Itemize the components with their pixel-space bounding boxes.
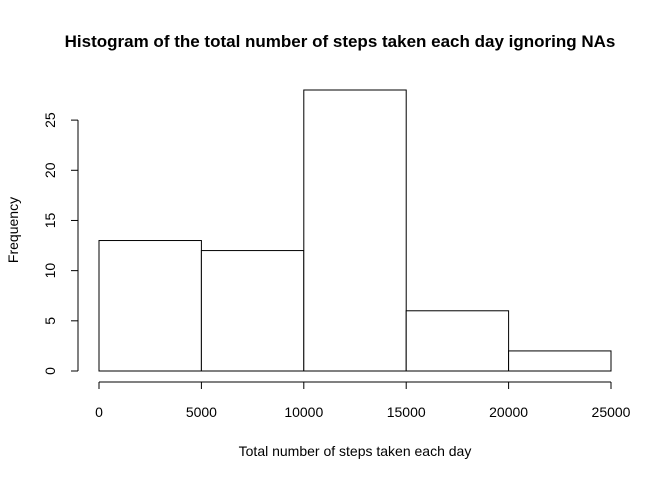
x-tick-label-15000: 15000 [387,404,426,420]
y-tick-label-25: 25 [42,112,58,128]
x-axis: 0 5000 10000 15000 20000 25000 [95,381,631,420]
y-axis: 0 5 10 15 20 25 [42,112,79,375]
x-tick-label-0: 0 [95,404,103,420]
y-tick-label-0: 0 [42,367,58,375]
histogram-bar-2 [303,89,407,372]
x-tick-label-25000: 25000 [592,404,631,420]
bars-group [98,89,612,372]
histogram-bar-3 [405,310,510,372]
y-tick-label-10: 10 [42,263,58,279]
y-tick-label-5: 5 [42,317,58,325]
chart-title: Histogram of the total number of steps t… [65,32,616,51]
histogram-bar-0 [98,240,202,372]
x-tick-label-5000: 5000 [186,404,217,420]
histogram-bar-4 [508,350,612,372]
histogram-bar-1 [200,250,305,372]
y-axis-label: Frequency [5,197,21,263]
x-tick-label-10000: 10000 [284,404,323,420]
x-axis-label: Total number of steps taken each day [239,443,472,459]
x-tick-label-20000: 20000 [489,404,528,420]
y-tick-label-15: 15 [42,212,58,228]
y-tick-label-20: 20 [42,162,58,178]
